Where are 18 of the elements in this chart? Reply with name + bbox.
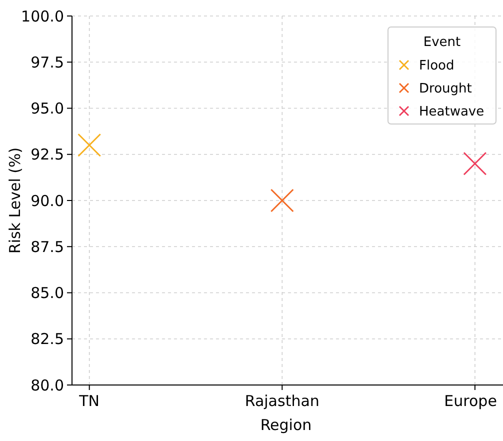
y-axis-title: Risk Level (%) [6,147,24,254]
legend-label: Heatwave [419,104,484,120]
x-axis-title: Region [260,416,312,434]
x-tick-label: TN [78,392,100,410]
y-tick-label: 85.0 [30,284,64,302]
legend-label: Flood [419,58,454,74]
y-tick-label: 90.0 [30,192,64,210]
y-tick-label: 97.5 [30,53,64,72]
y-tick-label: 82.5 [30,330,64,348]
legend-label: Drought [419,82,472,97]
y-tick-label: 100.0 [21,7,64,26]
y-tick-label: 95.0 [30,100,64,118]
y-tick-label: 92.5 [30,146,64,164]
x-tick-label: Rajasthan [244,392,320,410]
legend-title: Event [423,35,461,50]
y-tick-label: 80.0 [30,376,64,394]
y-tick-label: 87.5 [30,238,64,256]
x-tick-label: Europe [444,392,497,410]
